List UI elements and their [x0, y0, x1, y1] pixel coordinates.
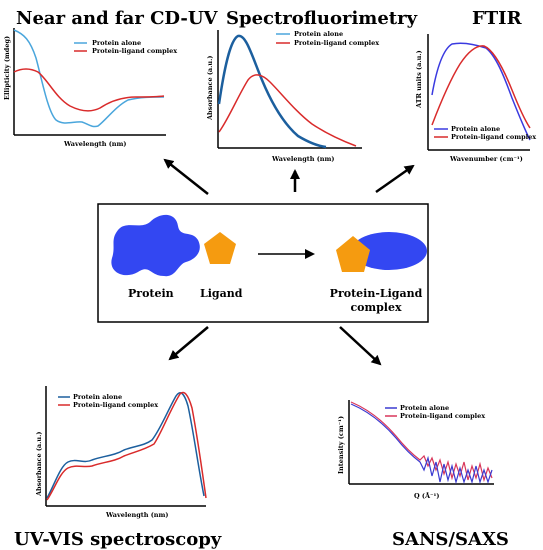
- title-spectrofluorimetry: Spectrofluorimetry: [226, 8, 418, 29]
- uvvis-chart: Absorbance (a.u.) Wavelength (nm) Protei…: [35, 386, 207, 519]
- sans-x-label: Q (Å⁻¹): [414, 491, 439, 500]
- ftir-chart: ATR units (a.u.) Wavenumber (cm⁻¹) Prote…: [415, 34, 536, 163]
- arrow-to-sans: [339, 326, 382, 366]
- fluor-legend-protein-alone: Protein alone: [294, 30, 343, 38]
- protein-label: Protein: [128, 287, 174, 300]
- cd-x-label: Wavelength (nm): [63, 140, 126, 148]
- ftir-x-label: Wavenumber (cm⁻¹): [449, 155, 523, 163]
- uvvis-x-label: Wavelength (nm): [105, 511, 168, 519]
- cd-series-protein-ligand: [13, 68, 165, 112]
- fluor-x-label: Wavelength (nm): [271, 155, 334, 163]
- sans-series-protein-alone: [350, 403, 493, 485]
- fluor-y-label: Absorbance (a.u.): [206, 56, 214, 121]
- fluor-series-protein-alone: [217, 34, 327, 149]
- title-sans-saxs: SANS/SAXS: [392, 529, 509, 550]
- ligand-shape: [204, 232, 236, 264]
- fluor-series-protein-ligand: [218, 74, 357, 147]
- cd-legend: Protein alone Protein-ligand complex: [74, 39, 177, 55]
- cd-y-label: Ellipticity (mdeg): [3, 36, 11, 100]
- ftir-legend-protein-ligand: Protein-ligand complex: [451, 133, 536, 141]
- arrow-to-uvvis: [168, 326, 209, 361]
- uvvis-y-label: Absorbance (a.u.): [35, 432, 43, 497]
- uvvis-series-protein-alone: [46, 392, 205, 499]
- ftir-series-protein-ligand: [431, 45, 531, 129]
- sans-legend-protein-ligand: Protein-ligand complex: [400, 412, 485, 420]
- title-cd-uv: Near and far CD-UV: [16, 8, 219, 29]
- ftir-series-protein-alone: [431, 42, 531, 141]
- uvvis-legend-protein-ligand: Protein-ligand complex: [73, 401, 158, 409]
- ftir-legend-protein-alone: Protein alone: [451, 125, 500, 133]
- ligand-label: Ligand: [200, 287, 243, 300]
- uvvis-legend-protein-alone: Protein alone: [73, 393, 122, 401]
- title-ftir: FTIR: [472, 8, 523, 29]
- sans-chart: Intensity (cm⁻¹) Q (Å⁻¹) Protein alone P…: [337, 400, 494, 500]
- sans-legend-protein-alone: Protein alone: [400, 404, 449, 412]
- fluor-legend-protein-ligand: Protein-ligand complex: [294, 39, 379, 47]
- complex-ligand-shape: [336, 236, 370, 272]
- protein-shape: [111, 214, 200, 277]
- arrow-to-cd-uv: [163, 158, 209, 195]
- cd-series-protein-alone: [13, 29, 165, 128]
- fluor-chart: Absorbance (a.u.) Wavelength (nm) Protei…: [206, 30, 379, 163]
- uvvis-legend: Protein alone Protein-ligand complex: [58, 393, 158, 409]
- complex-protein-shape: [351, 232, 427, 270]
- sans-y-label: Intensity (cm⁻¹): [337, 416, 345, 474]
- fluor-legend: Protein alone Protein-ligand complex: [276, 30, 379, 47]
- cd-uv-chart: Ellipticity (mdeg) Wavelength (nm) Prote…: [3, 28, 177, 148]
- cd-legend-protein-alone: Protein alone: [92, 39, 141, 47]
- arrow-to-ftir: [375, 164, 415, 194]
- ftir-y-label: ATR units (a.u.): [415, 50, 423, 109]
- sans-legend: Protein alone Protein-ligand complex: [385, 404, 485, 420]
- ftir-legend: Protein alone Protein-ligand complex: [434, 125, 536, 141]
- title-uvvis: UV-VIS spectroscopy: [14, 529, 222, 550]
- complex-label-line2: complex: [350, 301, 402, 314]
- cd-legend-protein-ligand: Protein-ligand complex: [92, 47, 177, 55]
- complex-label-line1: Protein-Ligand: [330, 287, 423, 300]
- uvvis-series-protein-ligand: [46, 391, 207, 501]
